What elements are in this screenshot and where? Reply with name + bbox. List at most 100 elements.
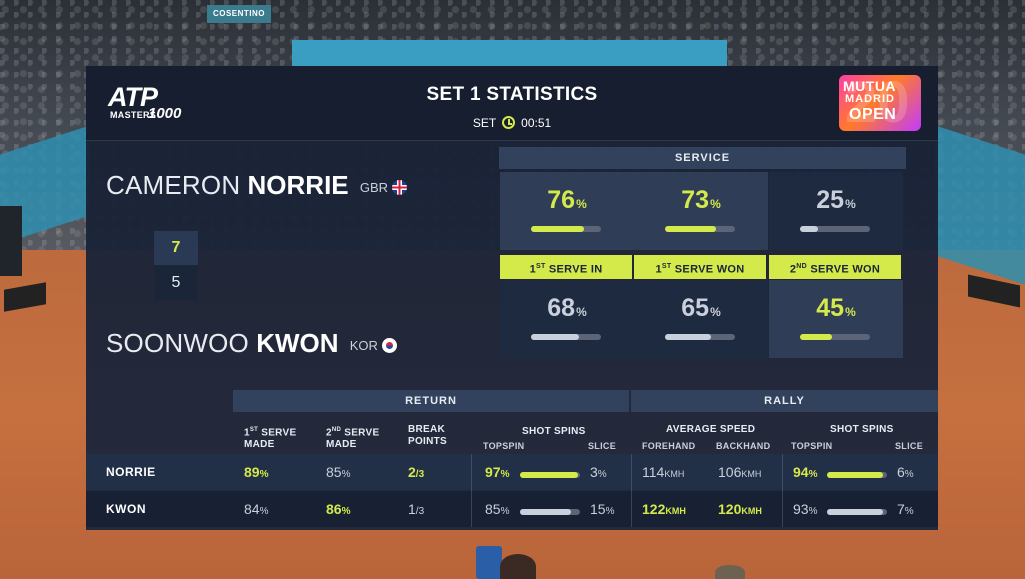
second-serve-made-p2-value: 86 — [326, 501, 342, 517]
service-value-2-p2-num: 45 — [816, 294, 845, 322]
return-slice-p1: 3% — [590, 464, 607, 480]
second-serve-made-p2-pct: % — [341, 506, 351, 517]
return-topspin-p2: 85% — [485, 501, 509, 517]
first-serve-made-p1-value: 89 — [244, 464, 260, 480]
player-1-set-score: 7 — [154, 231, 198, 265]
row-player-1: NORRIE — [106, 465, 156, 479]
return-spin-bar-p1-fill — [520, 472, 578, 478]
atp-masters-logo: ATP MASTERS 1000 — [108, 82, 182, 123]
return-header: RETURN — [233, 390, 629, 412]
service-cell-1-p1: 73% — [634, 172, 768, 250]
service-bar-2-p1-fill — [800, 226, 818, 232]
return-topspin-label: TOPSPIN — [483, 441, 525, 451]
stadium-banner — [292, 40, 727, 66]
forehand-label: FOREHAND — [642, 441, 696, 451]
table-row — [86, 491, 938, 527]
second-serve-made-p1-pct: % — [341, 469, 351, 480]
service-bar-1-p2-track — [665, 334, 735, 340]
col-first-serve-made: 1ST SERVE MADE — [244, 427, 297, 451]
first-serve-made-p2-pct: % — [259, 506, 269, 517]
return-topspin-p1-value: 97 — [485, 464, 501, 480]
rally-slice-p1-pct: % — [904, 469, 914, 480]
return-slice-p1-value: 3 — [590, 464, 598, 480]
flag-gbr-icon — [392, 179, 408, 195]
clock-icon — [502, 116, 516, 130]
service-bar-2-p1-track — [800, 226, 870, 232]
rally-topspin-p2: 93% — [793, 501, 817, 517]
return-spin-bar-p2-fill — [520, 509, 571, 515]
col-return-shot-spins: SHOT SPINS — [522, 426, 586, 437]
avg-speed-bh-p1: 106KMH — [718, 464, 762, 480]
first-serve-made-p1: 89% — [244, 464, 268, 480]
rally-topspin-p1: 94% — [793, 464, 817, 480]
service-value-0-p1-num: 76 — [547, 186, 576, 214]
page-title: SET 1 STATISTICS — [426, 84, 598, 105]
service-value-0-p1: 76% — [500, 186, 634, 215]
mutua-madrid-open-logo: 20 MUTUA MADRID OPEN — [839, 75, 921, 131]
return-slice-label: SLICE — [588, 441, 617, 451]
service-value-1-p2-pct: % — [710, 305, 721, 319]
sponsor-sign: COSENTINO — [207, 5, 271, 23]
return-topspin-p1: 97% — [485, 464, 509, 480]
set-timer: SET 00:51 — [86, 115, 938, 130]
line-judge — [0, 206, 22, 276]
rally-spin-bar-p2-track — [827, 509, 887, 515]
second-serve-made-p1: 85% — [326, 464, 350, 480]
service-value-0-p2: 68% — [500, 294, 634, 323]
service-cell-2-p1: 25% — [769, 172, 903, 250]
rally-topspin-p1-value: 94 — [793, 464, 809, 480]
service-value-2-p2: 45% — [769, 294, 903, 323]
service-value-1-p1-pct: % — [710, 197, 721, 211]
service-value-2-p2-pct: % — [845, 305, 856, 319]
service-value-1-p1: 73% — [634, 186, 768, 215]
return-topspin-p2-value: 85 — [485, 501, 501, 517]
rally-slice-label: SLICE — [895, 441, 924, 451]
rally-spin-bar-p1-fill — [827, 472, 883, 478]
return-slice-p1-pct: % — [597, 469, 607, 480]
avg-speed-fh-p2: 122KMH — [642, 501, 686, 517]
rally-slice-p1: 6% — [897, 464, 914, 480]
return-slice-p2-value: 15 — [590, 501, 606, 517]
rally-spin-bar-p1-track — [827, 472, 887, 478]
return-topspin-p2-pct: % — [500, 506, 510, 517]
first-serve-made-p2-value: 84 — [244, 501, 260, 517]
service-value-2-p1-num: 25 — [816, 186, 845, 214]
service-header: SERVICE — [499, 147, 906, 169]
rally-slice-p1-value: 6 — [897, 464, 905, 480]
col-break-points: BREAK POINTS — [408, 424, 448, 447]
col-second-serve-made: 2ND SERVE MADE — [326, 427, 380, 451]
rally-topspin-label: TOPSPIN — [791, 441, 833, 451]
col-rally-shot-spins: SHOT SPINS — [830, 424, 894, 435]
rally-topspin-p2-value: 93 — [793, 501, 809, 517]
service-cell-0-p1: 76% — [500, 172, 634, 250]
return-slice-p2-pct: % — [605, 506, 615, 517]
service-value-0-p1-pct: % — [576, 197, 587, 211]
return-slice-p2: 15% — [590, 501, 614, 517]
avg-speed-fh-p1: 114KMH — [642, 464, 685, 480]
stats-panel: ATP MASTERS 1000 SET 1 STATISTICS SET 00:… — [86, 66, 938, 530]
rally-topspin-p2-pct: % — [808, 506, 818, 517]
first-serve-made-p1-pct: % — [259, 469, 269, 480]
rally-slice-p2: 7% — [897, 501, 914, 517]
second-serve-made-p2: 86% — [326, 501, 350, 517]
service-label-1: 1ST SERVE WON — [634, 255, 766, 279]
set-label: SET — [472, 115, 497, 130]
service-value-1-p1-num: 73 — [681, 186, 710, 214]
table-row — [86, 454, 938, 490]
rally-slice-p2-value: 7 — [897, 501, 905, 517]
row-player-2: KWON — [106, 502, 146, 516]
service-value-1-p2-num: 65 — [681, 294, 710, 322]
service-cell-0-p2: 68% — [500, 280, 634, 358]
player-chair — [476, 546, 502, 579]
col-average-speed: AVERAGE SPEED — [666, 424, 756, 435]
service-bar-1-p1-fill — [665, 226, 716, 232]
service-bar-1-p2-fill — [665, 334, 711, 340]
break-points-p2: 1/3 — [408, 501, 425, 517]
first-serve-made-p2: 84% — [244, 501, 268, 517]
second-serve-made-p1-value: 85 — [326, 464, 342, 480]
service-label-2: 2ND SERVE WON — [769, 255, 901, 279]
service-bar-2-p2-fill — [800, 334, 832, 340]
service-value-2-p1: 25% — [769, 186, 903, 215]
player-2-set-score: 5 — [154, 266, 198, 300]
service-cell-2-p2: 45% — [769, 280, 903, 358]
